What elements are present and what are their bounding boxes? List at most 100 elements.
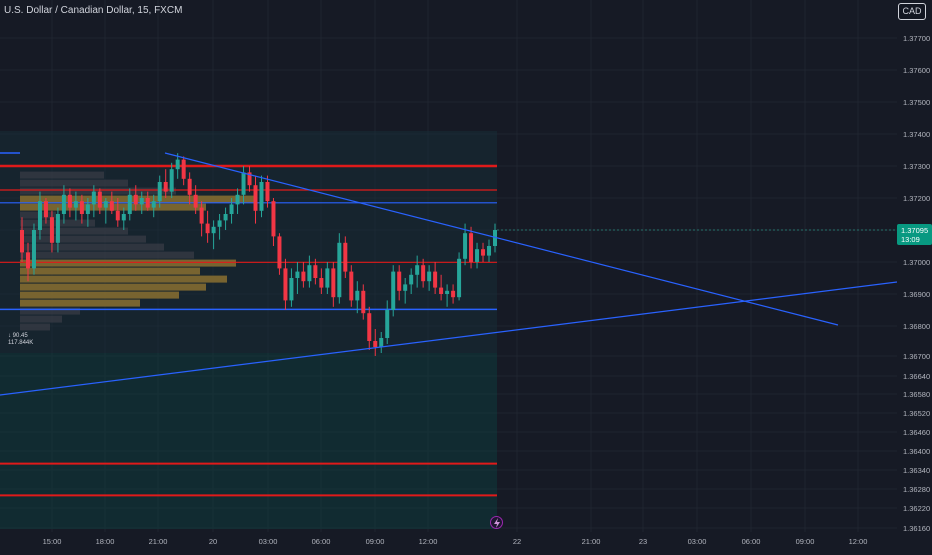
time-tick-label: 12:00 bbox=[849, 537, 868, 546]
candle-body bbox=[253, 185, 258, 211]
symbol-title[interactable]: U.S. Dollar / Canadian Dollar, 15, FXCM bbox=[4, 5, 183, 16]
candle-body bbox=[103, 201, 108, 208]
vp-bar bbox=[20, 251, 194, 259]
candle-body bbox=[25, 252, 30, 269]
price-tick-label: 1.37000 bbox=[903, 258, 930, 267]
candle-body bbox=[211, 226, 216, 234]
candle-body bbox=[313, 265, 318, 278]
candle-body bbox=[481, 249, 486, 256]
candle-body bbox=[115, 210, 120, 221]
price-tick-label: 1.36340 bbox=[903, 466, 930, 475]
candle-body bbox=[391, 271, 396, 310]
candle-body bbox=[49, 217, 54, 243]
time-tick-label: 21:00 bbox=[149, 537, 168, 546]
candle-body bbox=[193, 194, 198, 208]
candle-body bbox=[139, 198, 144, 205]
time-tick-label: 06:00 bbox=[312, 537, 331, 546]
candle-body bbox=[451, 290, 456, 298]
candle-body bbox=[205, 223, 210, 234]
candles bbox=[20, 153, 497, 356]
candle-body bbox=[109, 201, 114, 211]
vp-bar bbox=[20, 259, 236, 267]
price-tick-label: 1.36160 bbox=[903, 524, 930, 533]
price-tick-label: 1.36220 bbox=[903, 504, 930, 513]
candle-body bbox=[247, 172, 252, 186]
candle-body bbox=[433, 271, 438, 288]
horizontal-levels[interactable] bbox=[0, 152, 497, 497]
trendlines[interactable] bbox=[0, 152, 898, 396]
last-price-badge: 1.37095 13:09 bbox=[897, 224, 932, 245]
time-tick-label: 03:00 bbox=[688, 537, 707, 546]
candle-body bbox=[325, 268, 330, 288]
time-scale[interactable] bbox=[0, 532, 897, 550]
time-tick-label: 03:00 bbox=[259, 537, 278, 546]
bar-countdown: 13:09 bbox=[901, 235, 920, 244]
candle-body bbox=[307, 265, 312, 282]
price-tick-label: 1.36580 bbox=[903, 390, 930, 399]
vp-bar bbox=[20, 275, 227, 283]
candle-body bbox=[85, 204, 90, 214]
candle-body bbox=[295, 271, 300, 278]
price-tick-label: 1.37300 bbox=[903, 162, 930, 171]
vp-volume-label: 117.844K bbox=[8, 340, 34, 346]
candle-body bbox=[265, 182, 270, 202]
vp-bar bbox=[20, 299, 140, 307]
candle-body bbox=[235, 194, 240, 205]
lightning-icon[interactable] bbox=[490, 516, 503, 529]
vp-bar bbox=[20, 243, 164, 251]
currency-button[interactable]: CAD bbox=[898, 3, 926, 20]
time-tick-label: 12:00 bbox=[419, 537, 438, 546]
candle-body bbox=[469, 233, 474, 262]
candle-body bbox=[145, 198, 150, 208]
time-tick-label: 22 bbox=[513, 537, 521, 546]
candle-body bbox=[157, 182, 162, 202]
candle-body bbox=[37, 201, 42, 230]
candle-body bbox=[373, 341, 378, 347]
candle-body bbox=[421, 265, 426, 282]
time-tick-label: 20 bbox=[209, 537, 217, 546]
candle-body bbox=[457, 258, 462, 298]
candle-body bbox=[181, 159, 186, 179]
candle-body bbox=[301, 271, 306, 282]
candle-body bbox=[343, 242, 348, 272]
ascending-trendline bbox=[0, 281, 898, 396]
candle-body bbox=[493, 230, 497, 246]
vp-bar bbox=[20, 315, 62, 323]
candle-body bbox=[121, 214, 126, 221]
price-scale[interactable] bbox=[897, 0, 932, 550]
candle-body bbox=[97, 191, 102, 208]
last-price-value: 1.37095 bbox=[901, 226, 928, 235]
vp-bar bbox=[20, 267, 200, 275]
vp-bar bbox=[20, 235, 146, 243]
candle-body bbox=[289, 278, 294, 301]
candle-body bbox=[475, 249, 480, 262]
price-tick-label: 1.36700 bbox=[903, 352, 930, 361]
time-tick-label: 09:00 bbox=[796, 537, 815, 546]
time-tick-label: 21:00 bbox=[582, 537, 601, 546]
candle-body bbox=[199, 207, 204, 224]
candle-body bbox=[487, 246, 492, 256]
candle-body bbox=[403, 284, 408, 291]
price-tick-label: 1.36640 bbox=[903, 372, 930, 381]
candle-body bbox=[439, 287, 444, 294]
candle-body bbox=[271, 201, 276, 237]
candle-body bbox=[229, 204, 234, 214]
price-tick-label: 1.37700 bbox=[903, 34, 930, 43]
vp-bar bbox=[20, 307, 80, 315]
candle-body bbox=[43, 201, 48, 218]
candle-body bbox=[445, 290, 450, 294]
vp-bar bbox=[20, 323, 50, 331]
candle-body bbox=[409, 274, 414, 285]
descending-trendline bbox=[164, 152, 839, 326]
candle-body bbox=[217, 220, 222, 227]
vp-bar bbox=[20, 187, 176, 195]
candle-body bbox=[20, 230, 24, 253]
candle-body bbox=[169, 169, 174, 192]
candle-body bbox=[319, 278, 324, 288]
candle-body bbox=[415, 265, 420, 275]
price-tick-label: 1.36520 bbox=[903, 409, 930, 418]
candle-body bbox=[79, 201, 84, 214]
vp-bar bbox=[20, 171, 104, 179]
